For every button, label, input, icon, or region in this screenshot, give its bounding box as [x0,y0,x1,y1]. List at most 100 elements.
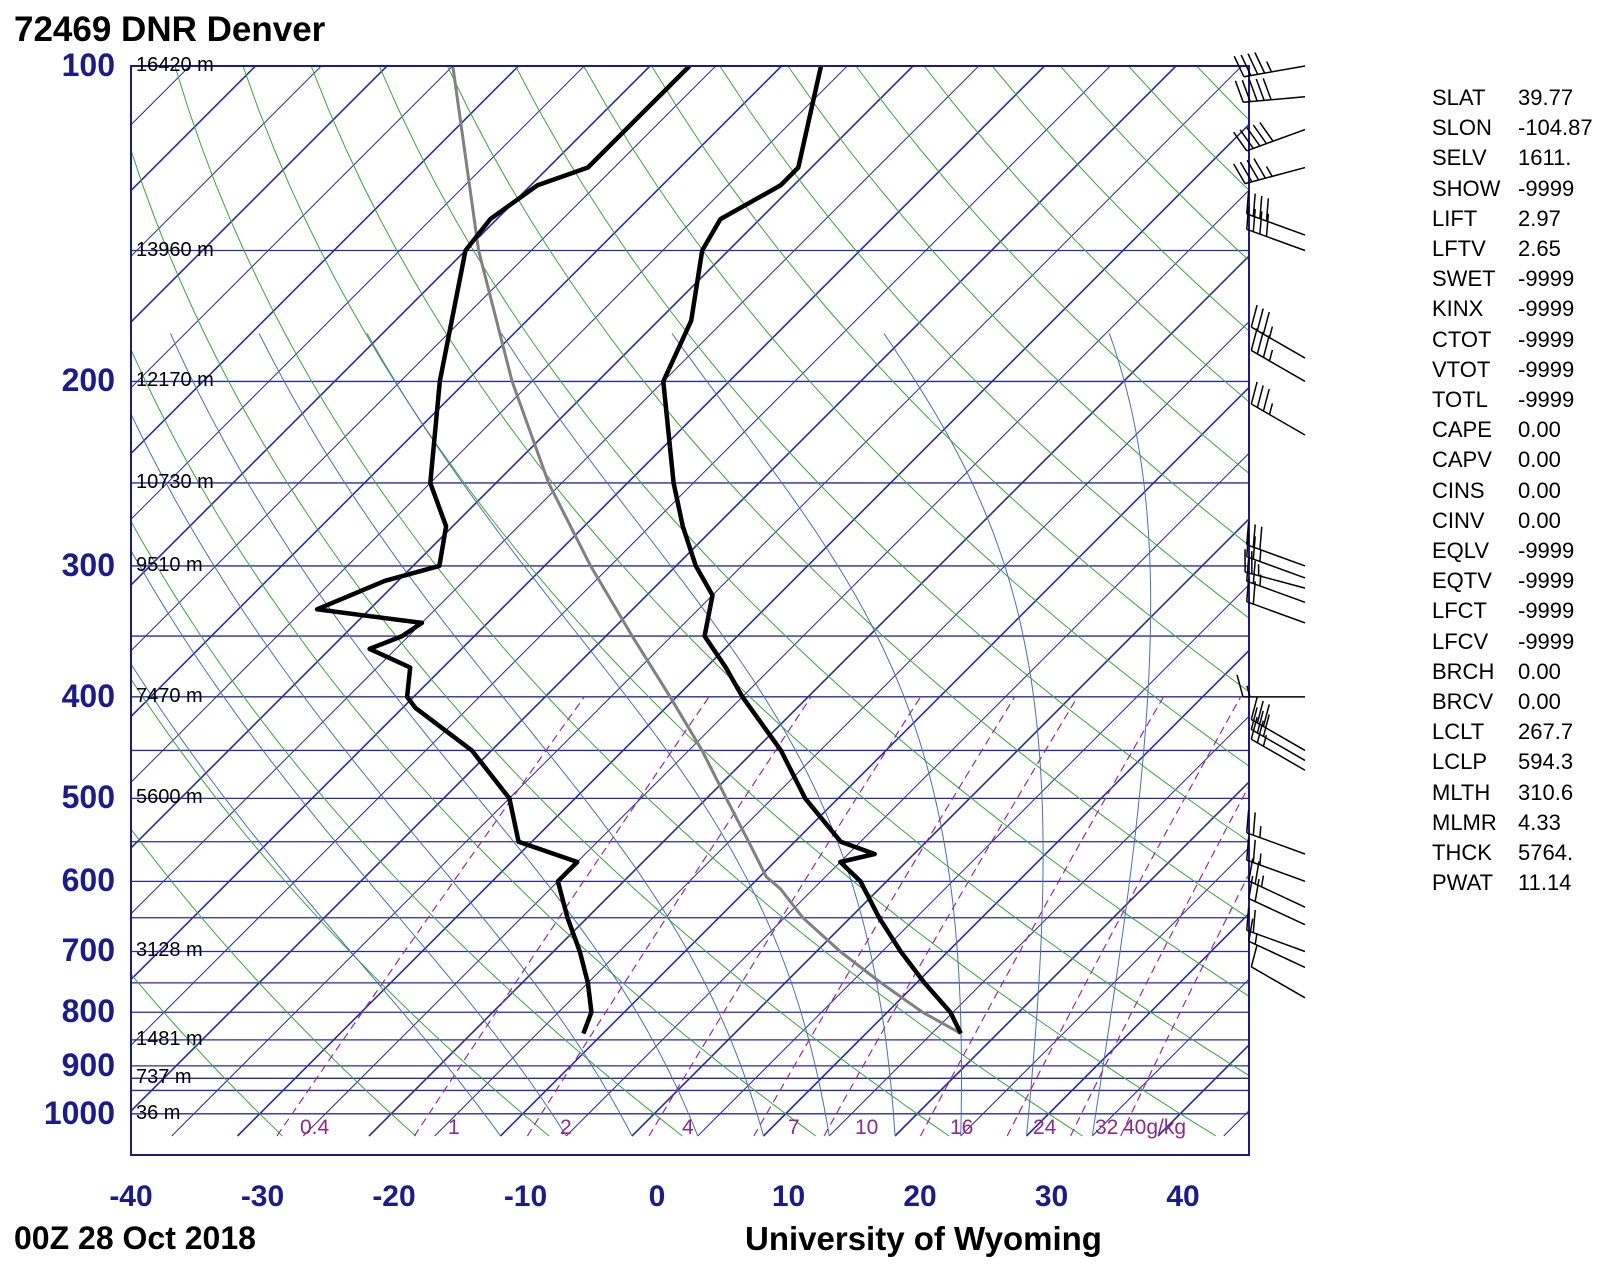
moist-adiabat [883,333,1044,1137]
isotherm-line [302,189,1249,1137]
dewpoint-line-point [369,648,371,650]
stat-key: CTOT [1432,326,1492,352]
temperature-label: -30 [240,1180,285,1213]
stat-key: LFCV [1432,628,1489,654]
temperature-line-point [673,482,675,484]
stat-value: 0.00 [1518,689,1561,715]
isotherm-line [131,66,1046,981]
dewpoint-line-point [471,749,473,751]
stat-key: CINV [1432,507,1485,533]
temperature-label: -40 [109,1180,153,1213]
parcel-line-point [839,950,841,952]
pressure-label: 1000 [43,1094,115,1131]
stat-row: LFCT -9999 [1432,596,1593,626]
stat-value: 2.65 [1518,236,1561,262]
moist-adiabat [258,333,764,1137]
mixing-ratio-label: 24 [1033,1116,1057,1139]
isotherm-line [131,66,914,850]
stat-row: THCK 5764. [1432,838,1593,868]
height-label: 7470 m [136,684,203,707]
stat-row: PWAT 11.14 [1432,868,1593,898]
temperature-line-point [682,525,684,527]
height-label: 12170 m [136,369,214,392]
mixing-ratio-label: 2 [560,1116,572,1139]
stat-row: LIFT 2.97 [1432,204,1593,234]
date-label: 00Z 28 Oct 2018 [14,1220,256,1256]
stat-row: BRCV 0.00 [1432,687,1593,717]
temperature-line-point [719,218,721,220]
stat-key: SLON [1432,115,1492,141]
moist-adiabat [131,412,633,1137]
mixing-ratio-line [753,696,1016,1137]
parcel-line-point [748,841,750,843]
dry-adiabat [310,66,1249,1077]
wind-barb [1234,78,1306,103]
dry-adiabat [515,66,1249,843]
pressure-label: 100 [61,47,115,83]
isotherm-line [131,66,717,652]
dry-adiabat [583,66,1249,767]
height-label: 737 m [136,1066,192,1089]
parcel-line-point [669,696,671,698]
isotherm-line [131,66,1177,1113]
temperature-line-point [859,880,861,882]
temperature-line-point [840,841,842,843]
stat-value: 1611. [1518,145,1572,171]
stat-key: SLAT [1432,85,1486,110]
pressure-label: 300 [61,546,115,583]
temperature-label: 0 [648,1180,666,1213]
wind-barb [1236,674,1305,698]
wind-barb [1233,52,1306,78]
wind-barb [1250,944,1306,999]
dewpoint-line-point [384,580,386,582]
mixing-ratio-label: 4 [682,1116,694,1139]
dewpoint-line-point [567,917,569,919]
stat-value: -9999 [1518,326,1575,352]
stat-key: LFCT [1432,598,1487,624]
station-title: 72469 DNR Denver [14,10,326,49]
temperature-line-point [662,380,664,382]
isotherm-line [434,321,1249,1137]
parcel-line-point [478,250,480,252]
temperature-label: 10 [771,1180,806,1213]
isotherm-line [368,254,1249,1137]
wind-barb [1245,837,1306,883]
wind-barb [1245,521,1306,567]
wind-barb [1248,858,1306,908]
stat-row: SELV 1611. [1432,143,1593,173]
temperature-line-point [949,1011,951,1013]
temperature-label: 30 [1034,1180,1069,1213]
wind-barb [1250,381,1306,436]
wind-barb [1250,716,1306,771]
mixing-ratio-line [823,696,1079,1137]
wind-barb [1232,158,1306,185]
height-label: 1481 m [136,1027,203,1050]
stat-key: KINX [1432,296,1484,322]
isotherm-line [131,66,257,192]
stat-row: EQLV -9999 [1432,536,1593,566]
wind-barb [1244,549,1306,589]
dry-adiabat [131,348,817,1137]
height-label: 10730 m [136,470,214,493]
stat-value: -9999 [1518,628,1575,654]
stat-key: PWAT [1432,870,1494,896]
dry-adiabat [651,66,1249,693]
dry-adiabat [446,66,1249,919]
stat-key: MLTH [1432,779,1491,805]
stat-key: CAPV [1432,447,1492,473]
dewpoint-line-point [439,380,441,382]
dewpoint-line-point [464,250,466,252]
mixing-ratio-line [276,696,585,1137]
mixing-ratio-line [526,696,812,1137]
isotherm-line [131,66,520,455]
moist-adiabat [131,663,501,1137]
isotherm-line [131,66,454,389]
isotherm-line [131,66,980,915]
dewpoint-line-point [415,707,417,709]
stat-value: -9999 [1518,356,1575,382]
stat-value: 0.00 [1518,447,1561,473]
wind-barb [1250,328,1306,383]
stat-row: KINX -9999 [1432,294,1593,324]
wind-barb [1245,206,1306,252]
isotherm-line [131,66,651,587]
